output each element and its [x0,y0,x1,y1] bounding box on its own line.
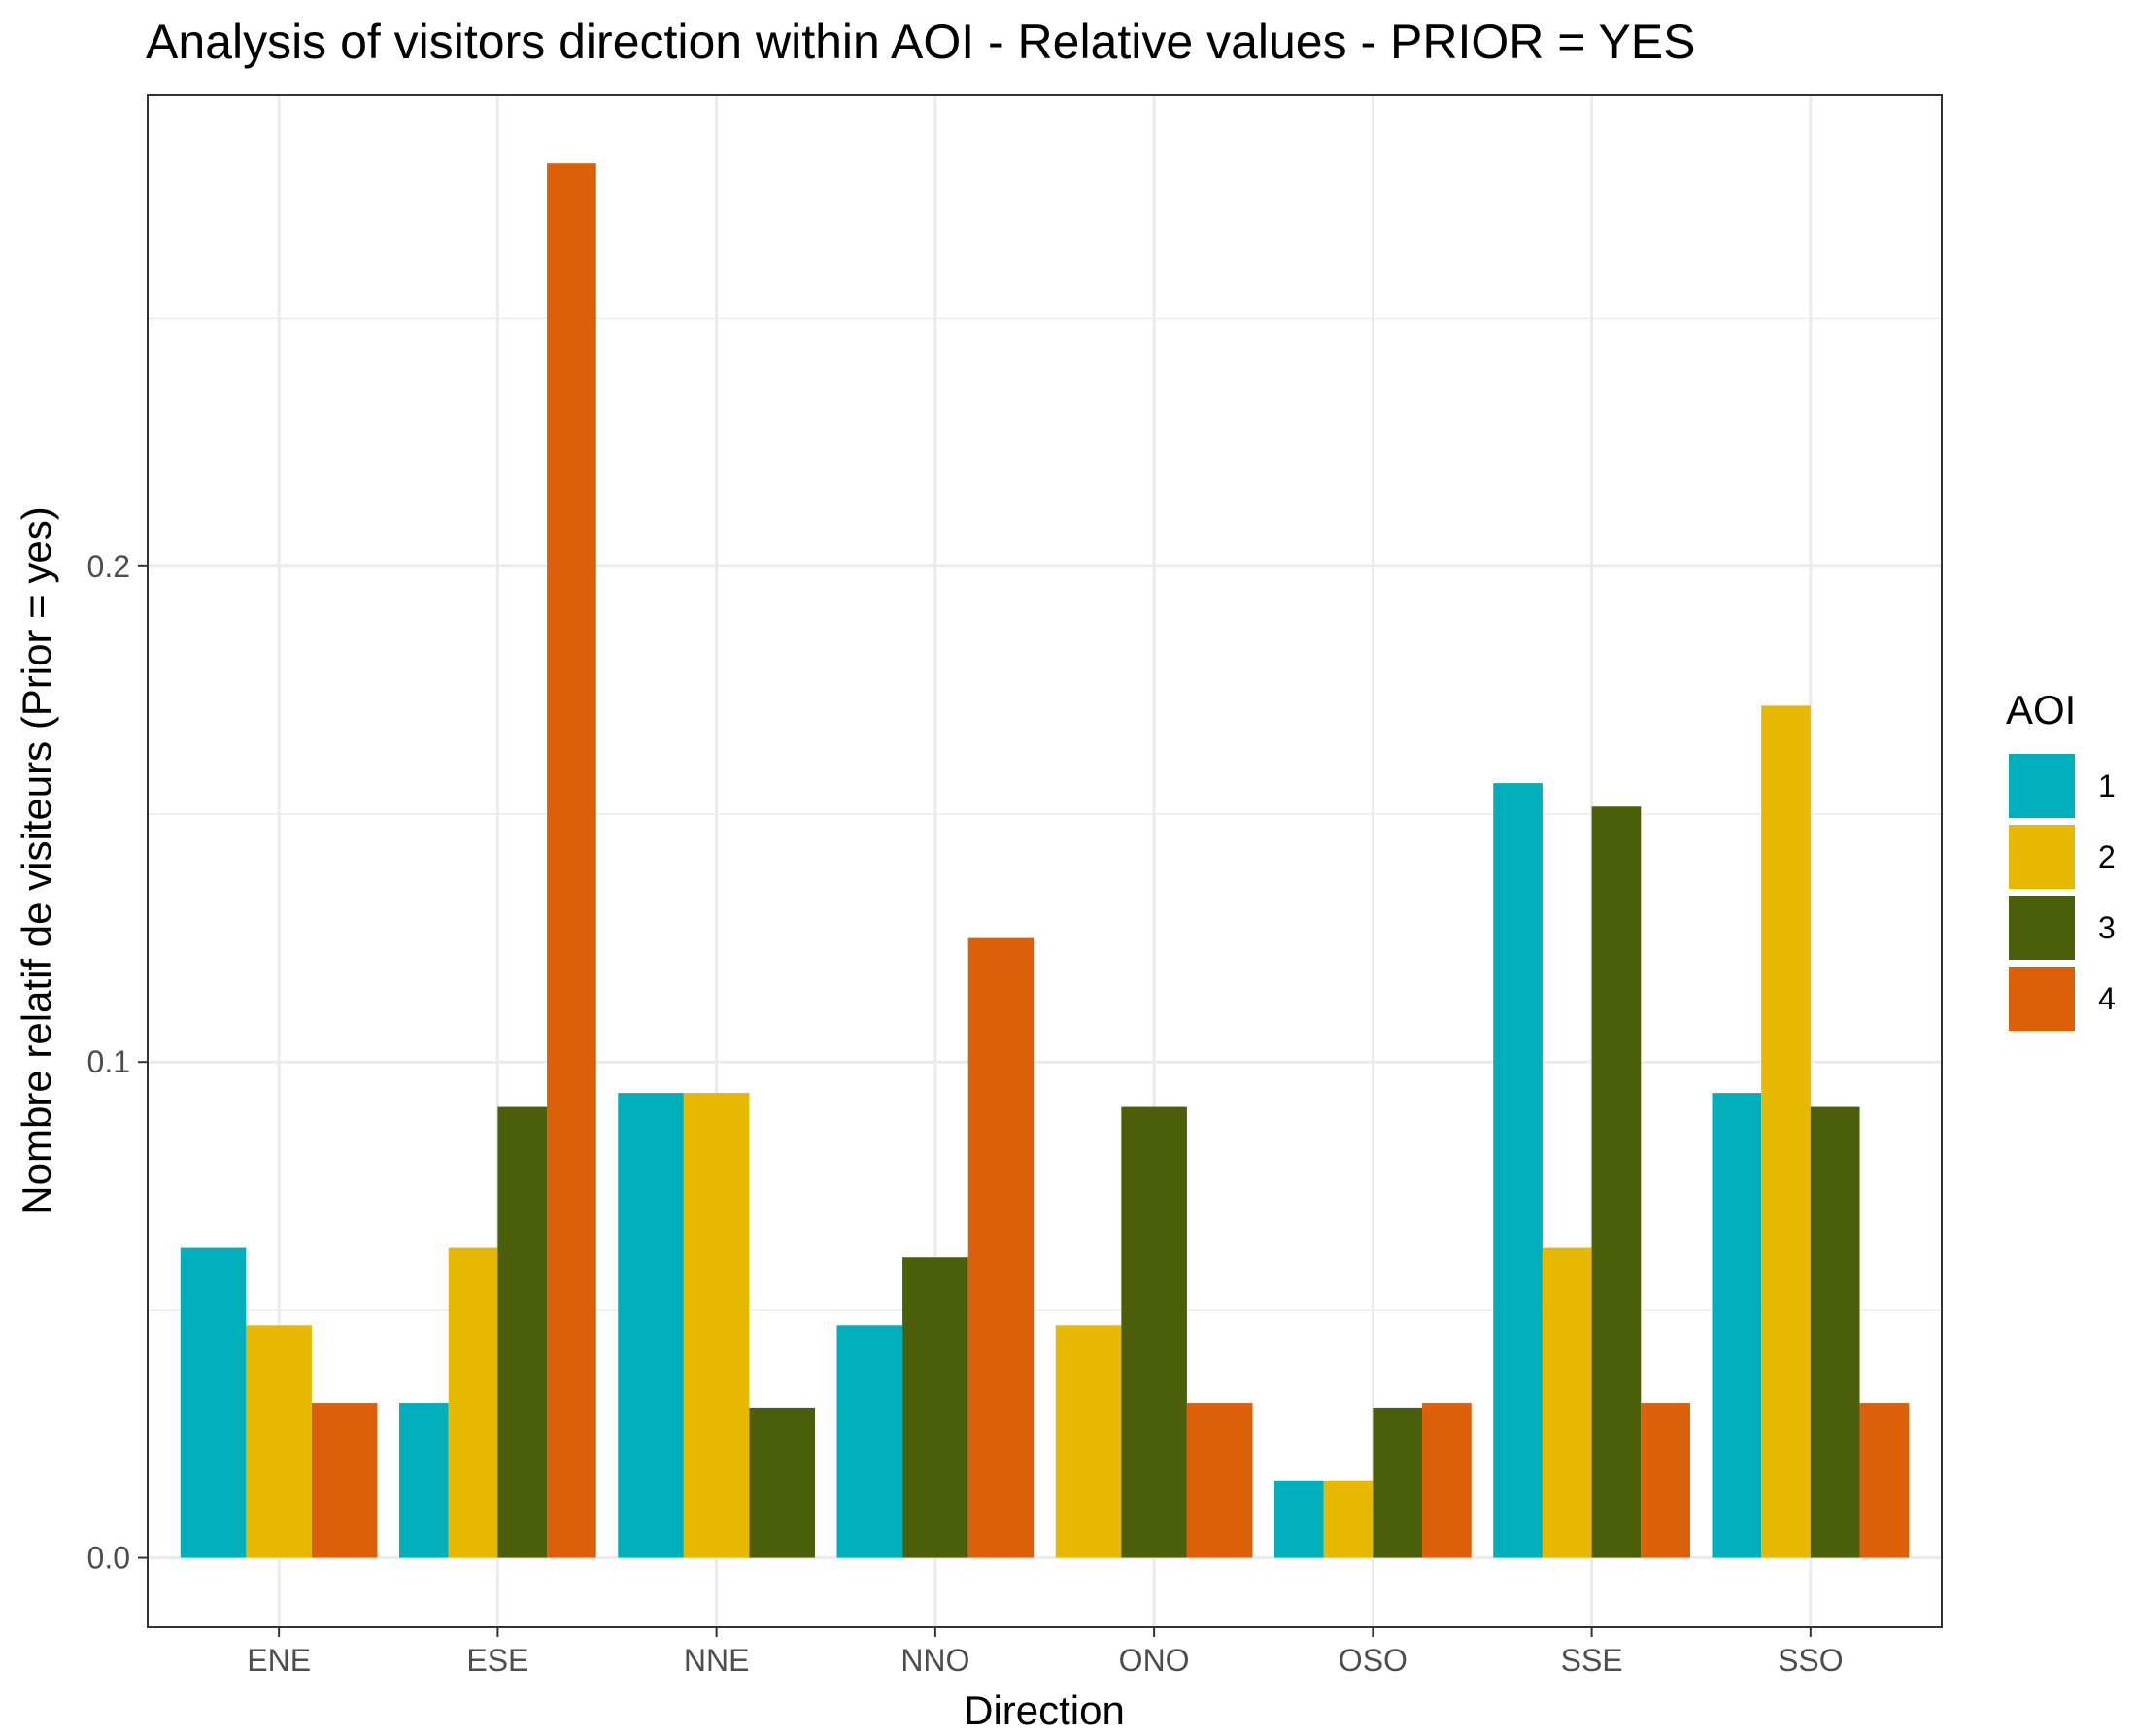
plot-panel-background [148,95,1942,1627]
bar-nno-aoi-1 [836,1325,903,1558]
plot-panel-border [147,94,1943,1628]
legend-label: 3 [2098,910,2116,945]
minor-gridlines [148,317,1942,1311]
legend-key-1 [2009,754,2075,818]
bar-oso-aoi-2 [1323,1480,1374,1558]
bar-ese-aoi-2 [448,1247,498,1558]
bar-sse-aoi-3 [1591,806,1642,1558]
bar-sso-aoi-1 [1712,1093,1762,1558]
y-tick-label: 0.0 [87,1541,130,1576]
x-tick-label: SSO [1778,1643,1844,1678]
y-tick-label: 0.1 [87,1044,130,1079]
bar-ese-aoi-3 [497,1106,548,1558]
legend-label: 2 [2098,839,2116,874]
bar-oso-aoi-3 [1373,1407,1423,1558]
y-axis-title: Nombre relatif de visiteurs (Prior = yes… [14,506,59,1214]
legend-key-2 [2009,825,2075,889]
x-tick-label: SSE [1561,1643,1623,1678]
y-tick-label: 0.2 [87,549,130,584]
bar-nno-aoi-3 [902,1257,968,1558]
bar-sse-aoi-2 [1542,1247,1592,1558]
bar-sso-aoi-4 [1859,1403,1910,1558]
x-tick-label: ENE [247,1643,311,1678]
x-tick-label: ESE [466,1643,528,1678]
bar-ono-aoi-2 [1055,1325,1122,1558]
chart-title: Analysis of visitors direction within AO… [146,15,1696,69]
legend-label: 4 [2098,981,2116,1016]
bar-ene-aoi-4 [311,1403,378,1558]
x-tick-label: NNO [900,1643,969,1678]
bar-nno-aoi-4 [967,937,1035,1558]
bar-ene-aoi-1 [180,1247,247,1558]
bar-ono-aoi-4 [1186,1403,1253,1558]
bar-nne-aoi-1 [618,1093,684,1558]
bar-nne-aoi-3 [749,1407,815,1558]
bar-ene-aoi-2 [246,1325,312,1558]
bar-ese-aoi-4 [547,163,596,1558]
bar-sse-aoi-1 [1493,783,1543,1558]
x-axis-title: Direction [964,1687,1125,1733]
x-tick-label: NNE [684,1643,750,1678]
bar-ese-aoi-1 [399,1403,449,1558]
legend-label: 1 [2098,768,2116,803]
bar-sse-aoi-4 [1641,1403,1690,1558]
x-tick-label: ONO [1119,1643,1190,1678]
legend-key-4 [2009,967,2075,1031]
x-tick-label: OSO [1339,1643,1408,1678]
bar-ono-aoi-3 [1121,1106,1187,1558]
bar-oso-aoi-1 [1274,1480,1324,1558]
legend-title: AOI [2006,687,2076,732]
x-axis: ENE ESE NNE NNO ONO OSO SSE SSO [247,1627,1844,1678]
bar-nne-aoi-2 [683,1093,750,1558]
legend-key-3 [2009,896,2075,960]
bar-sso-aoi-3 [1810,1106,1860,1558]
y-axis: 0.0 0.1 0.2 [87,549,148,1576]
legend: AOI 1 2 3 4 [2006,687,2116,1031]
bar-sso-aoi-2 [1761,705,1811,1558]
bar-oso-aoi-4 [1422,1403,1472,1558]
bars-layer [180,163,1910,1558]
